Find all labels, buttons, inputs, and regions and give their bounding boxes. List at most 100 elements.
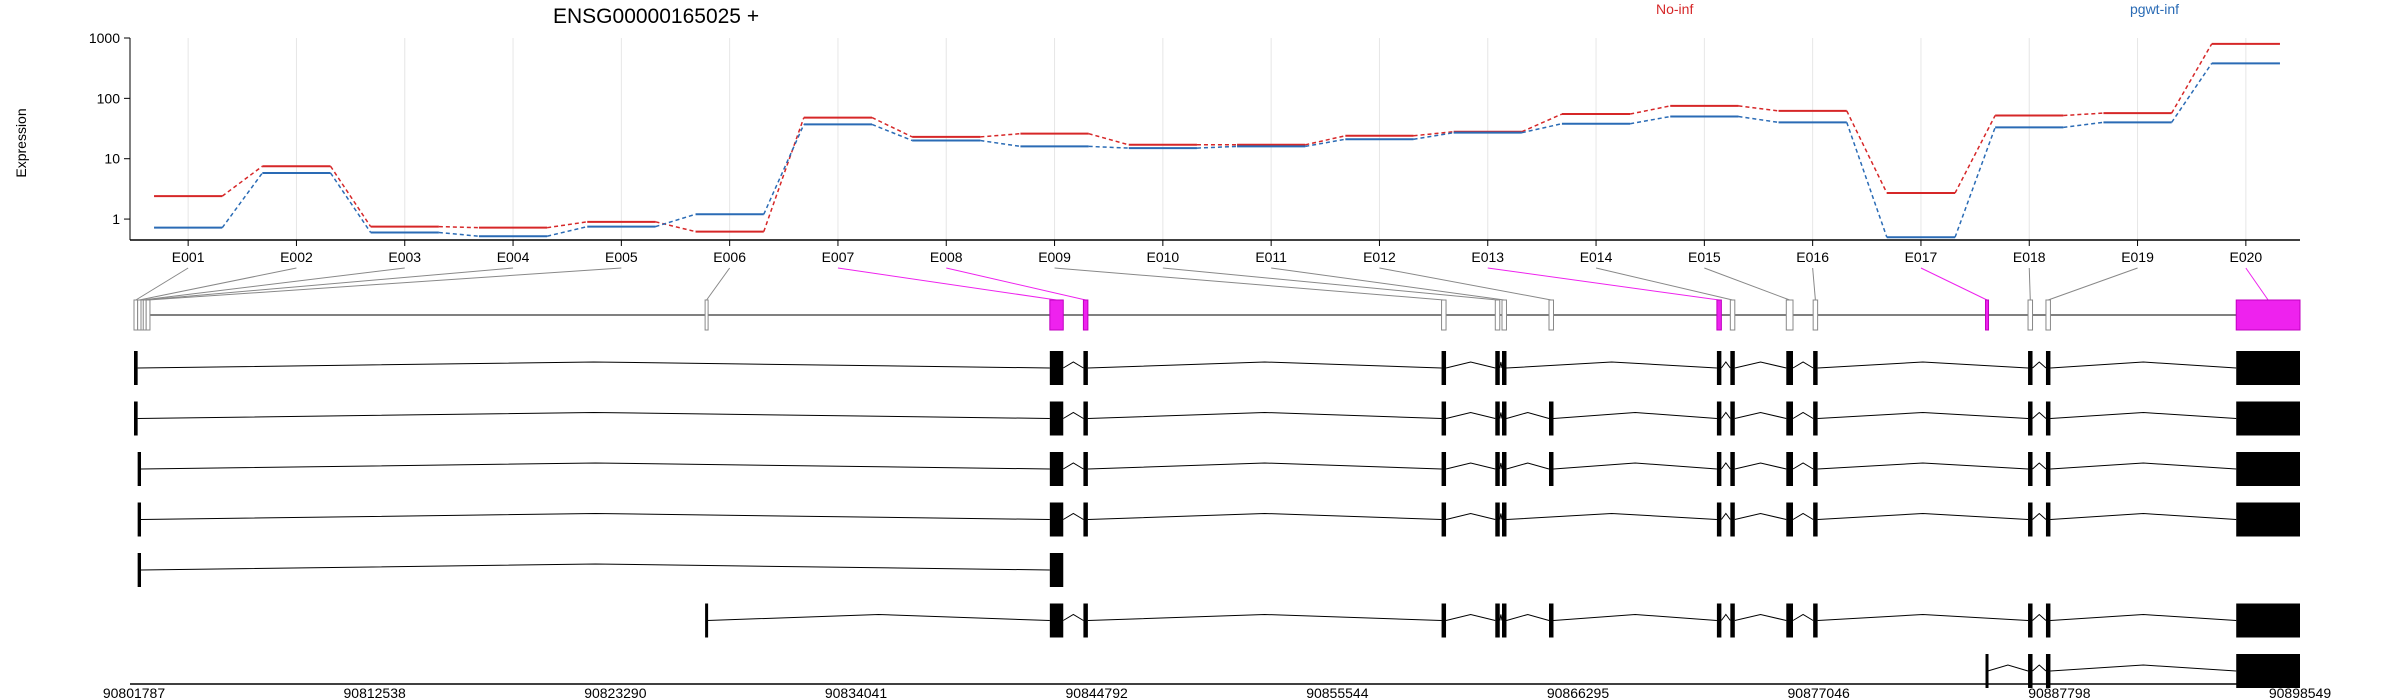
intron-line (137, 411, 1050, 419)
intron-line (1553, 411, 1717, 419)
transcript-exon (134, 401, 138, 436)
exon-bin (1812, 299, 1819, 331)
x-tick-label: E001 (172, 249, 205, 265)
transcript-exon (1985, 654, 1989, 688)
transcript-exon (1716, 401, 1722, 436)
transcript-exon (1441, 452, 1447, 486)
exon-bin (704, 299, 709, 331)
x-tick-label: E019 (2121, 249, 2154, 265)
series-connector (438, 231, 480, 237)
transcript-exon (2236, 401, 2300, 436)
transcript-exon (1730, 351, 1735, 385)
series-connector (2171, 43, 2213, 114)
series-pgwt-inf (154, 62, 2280, 239)
exon-bin-connectors (135, 267, 2269, 301)
transcript-row (705, 603, 2300, 638)
transcript-exon (1786, 452, 1794, 486)
intron-line (1720, 512, 1731, 520)
intron-line (140, 563, 1050, 571)
series-connector (1630, 105, 1671, 115)
x-tick-label: E015 (1688, 249, 1721, 265)
transcript-exon (1786, 351, 1794, 385)
transcript-exon (1083, 603, 1088, 638)
intron-line (137, 361, 1050, 369)
genomic-tick-label: 90801787 (103, 685, 166, 700)
x-tick-label: E006 (713, 249, 746, 265)
intron-line (1817, 512, 2029, 520)
genomic-tick-label: 90834041 (825, 685, 888, 700)
series-connector (1088, 145, 1129, 149)
intron-line (2050, 613, 2237, 621)
exon-bin (1441, 299, 1447, 331)
intron-line (1445, 361, 1496, 369)
series-connector (763, 117, 805, 232)
transcript-exon (2236, 654, 2300, 688)
intron-line (2050, 512, 2237, 520)
intron-line (1506, 613, 1550, 621)
series-connector (221, 165, 263, 197)
transcript-exon (2028, 351, 2033, 385)
bin-connector-line (946, 267, 1086, 301)
intron-line (1720, 613, 1731, 621)
transcript-exon (2028, 603, 2033, 638)
transcript-row (1985, 654, 2300, 688)
transcript-exon (1495, 502, 1500, 537)
series-connector (1954, 127, 1996, 238)
bin-connector-line (706, 267, 731, 301)
exon-bin (1548, 299, 1554, 331)
intron-line (1445, 411, 1496, 419)
series-connector (1413, 130, 1454, 137)
intron-line (1445, 613, 1496, 621)
intron-line (1792, 361, 1814, 369)
series-connector (980, 139, 1021, 148)
intron-line (1506, 512, 1717, 520)
series-connector (1521, 113, 1563, 133)
transcript-row (134, 351, 2300, 385)
intron-line (1720, 462, 1731, 470)
series-connector (763, 124, 805, 215)
intron-line (2050, 411, 2237, 419)
intron-line (2050, 462, 2237, 470)
series-connector (1088, 132, 1129, 146)
bin-connector-line (1162, 267, 1498, 301)
bin-connector-line (1271, 267, 1505, 301)
transcript-row (134, 401, 2300, 436)
transcript-exon (1813, 351, 1818, 385)
genomic-tick-label: 90887798 (2028, 685, 2091, 700)
intron-line (1506, 462, 1550, 470)
bin-connector-line (2048, 267, 2138, 301)
intron-line (1499, 513, 1503, 520)
bin-connector-line (1054, 267, 1444, 301)
transcript-exon (1730, 502, 1735, 537)
intron-line (1506, 411, 1550, 419)
intron-line (2032, 361, 2047, 369)
transcript-exon (1441, 351, 1447, 385)
intron-line (1553, 462, 1717, 470)
intron-line (2050, 664, 2237, 672)
series-connector (1738, 105, 1779, 112)
exon-bin (2045, 299, 2051, 331)
bin-connector-line (1379, 267, 1552, 301)
series-no-inf (154, 42, 2280, 233)
transcript-exon (1786, 502, 1794, 537)
legend-entry-pgwt-inf: pgwt-inf (2130, 1, 2179, 17)
series-connector (1521, 122, 1563, 134)
exon-bin (133, 299, 139, 331)
intron-line (1792, 512, 1814, 520)
transcript-exon (1786, 401, 1794, 436)
transcript-exon (1813, 603, 1818, 638)
exon-bin (137, 299, 142, 331)
genomic-tick-label: 90823290 (584, 685, 647, 700)
intron-line (1087, 512, 1442, 520)
series-connector (221, 172, 263, 229)
intron-line (1817, 613, 2029, 621)
genomic-axis: 90801787 90812538 90823290 90834041 90844792… (103, 683, 2331, 700)
transcript-exon (1441, 502, 1447, 537)
transcript-exon (1549, 401, 1554, 436)
bin-connector-line (837, 267, 1057, 301)
exon-bin (1501, 299, 1507, 331)
series-connector (655, 221, 696, 233)
x-tick-label: E004 (497, 249, 530, 265)
series-connector (1846, 122, 1888, 238)
intron-line (2032, 664, 2047, 672)
